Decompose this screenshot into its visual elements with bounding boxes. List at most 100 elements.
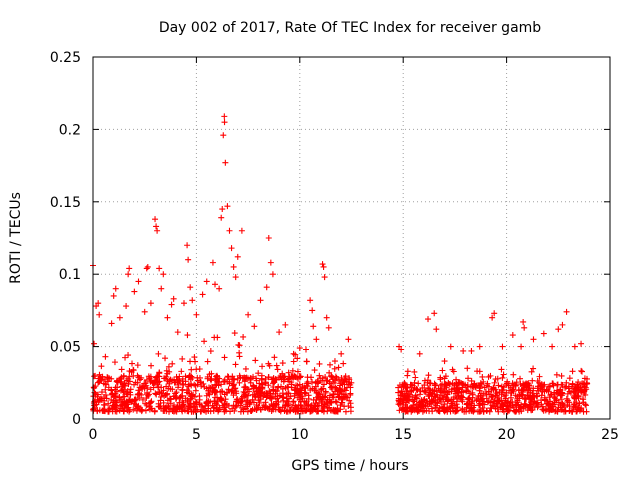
data-point — [236, 379, 243, 386]
data-point — [543, 387, 550, 394]
data-point — [192, 387, 199, 394]
data-point — [105, 408, 112, 415]
data-point — [492, 376, 499, 383]
data-point — [571, 393, 578, 400]
data-point — [218, 396, 225, 403]
data-point — [510, 404, 517, 411]
data-point — [310, 323, 317, 330]
data-point — [220, 378, 227, 385]
data-point — [240, 333, 247, 340]
data-point — [239, 404, 246, 411]
data-point — [228, 245, 235, 252]
data-point — [232, 385, 239, 392]
data-point — [108, 375, 115, 382]
data-point — [521, 324, 528, 331]
x-axis-label: GPS time / hours — [291, 458, 408, 474]
data-point — [538, 392, 545, 399]
data-point — [432, 399, 439, 406]
data-point — [286, 395, 293, 402]
x-tick-label: 25 — [601, 427, 619, 443]
data-point — [580, 408, 587, 415]
data-point — [502, 392, 509, 399]
data-point — [236, 342, 243, 349]
data-point — [331, 365, 338, 372]
data-point — [162, 355, 169, 362]
data-point — [95, 398, 102, 405]
data-point — [208, 370, 215, 377]
data-point — [96, 311, 103, 318]
data-point — [105, 400, 112, 407]
data-point — [583, 375, 590, 382]
data-point — [244, 408, 251, 415]
data-point — [179, 355, 186, 362]
data-point — [467, 383, 474, 390]
data-point — [236, 349, 243, 356]
data-point — [254, 405, 261, 412]
data-point — [169, 377, 176, 384]
data-point — [316, 391, 323, 398]
data-point — [452, 390, 459, 397]
data-point — [516, 392, 523, 399]
data-point — [399, 405, 406, 412]
data-point — [515, 406, 522, 413]
data-point — [437, 382, 444, 389]
data-point — [152, 216, 159, 223]
data-point — [402, 384, 409, 391]
data-point — [521, 395, 528, 402]
data-point — [255, 404, 262, 411]
data-point — [521, 401, 528, 408]
data-point — [304, 374, 311, 381]
data-point — [509, 332, 516, 339]
data-point — [563, 379, 570, 386]
data-point — [129, 398, 136, 405]
data-point — [263, 284, 270, 291]
data-point — [153, 374, 160, 381]
data-point — [296, 396, 303, 403]
data-point — [320, 263, 327, 270]
data-point — [182, 373, 189, 380]
data-point — [293, 374, 300, 381]
data-point — [498, 391, 505, 398]
data-point — [234, 375, 241, 382]
data-point — [144, 391, 151, 398]
data-point — [260, 393, 267, 400]
data-point — [180, 300, 187, 307]
data-point — [124, 407, 131, 414]
data-point — [265, 382, 272, 389]
data-point — [547, 383, 554, 390]
data-point — [243, 403, 250, 410]
data-point — [199, 404, 206, 411]
data-point — [262, 399, 269, 406]
data-point — [439, 367, 446, 374]
data-point — [101, 393, 108, 400]
data-point — [256, 380, 263, 387]
data-point — [267, 259, 274, 266]
data-point — [244, 398, 251, 405]
data-point — [233, 398, 240, 405]
data-point — [259, 363, 266, 370]
data-point — [281, 373, 288, 380]
data-point — [276, 329, 283, 336]
data-point — [178, 368, 185, 375]
data-point — [413, 395, 420, 402]
data-point — [303, 398, 310, 405]
data-point — [444, 391, 451, 398]
data-point — [113, 408, 120, 415]
data-point — [205, 405, 212, 412]
data-point — [503, 406, 510, 413]
data-point — [416, 350, 423, 357]
data-point — [211, 387, 218, 394]
data-point — [251, 323, 258, 330]
plot-frame — [92, 56, 611, 420]
data-point — [108, 320, 115, 327]
data-point — [153, 223, 160, 230]
data-point — [335, 393, 342, 400]
data-point — [528, 368, 535, 375]
data-point — [177, 393, 184, 400]
data-point — [328, 399, 335, 406]
data-point — [203, 399, 210, 406]
data-point — [205, 390, 212, 397]
data-point — [229, 375, 236, 382]
data-point — [104, 374, 111, 381]
